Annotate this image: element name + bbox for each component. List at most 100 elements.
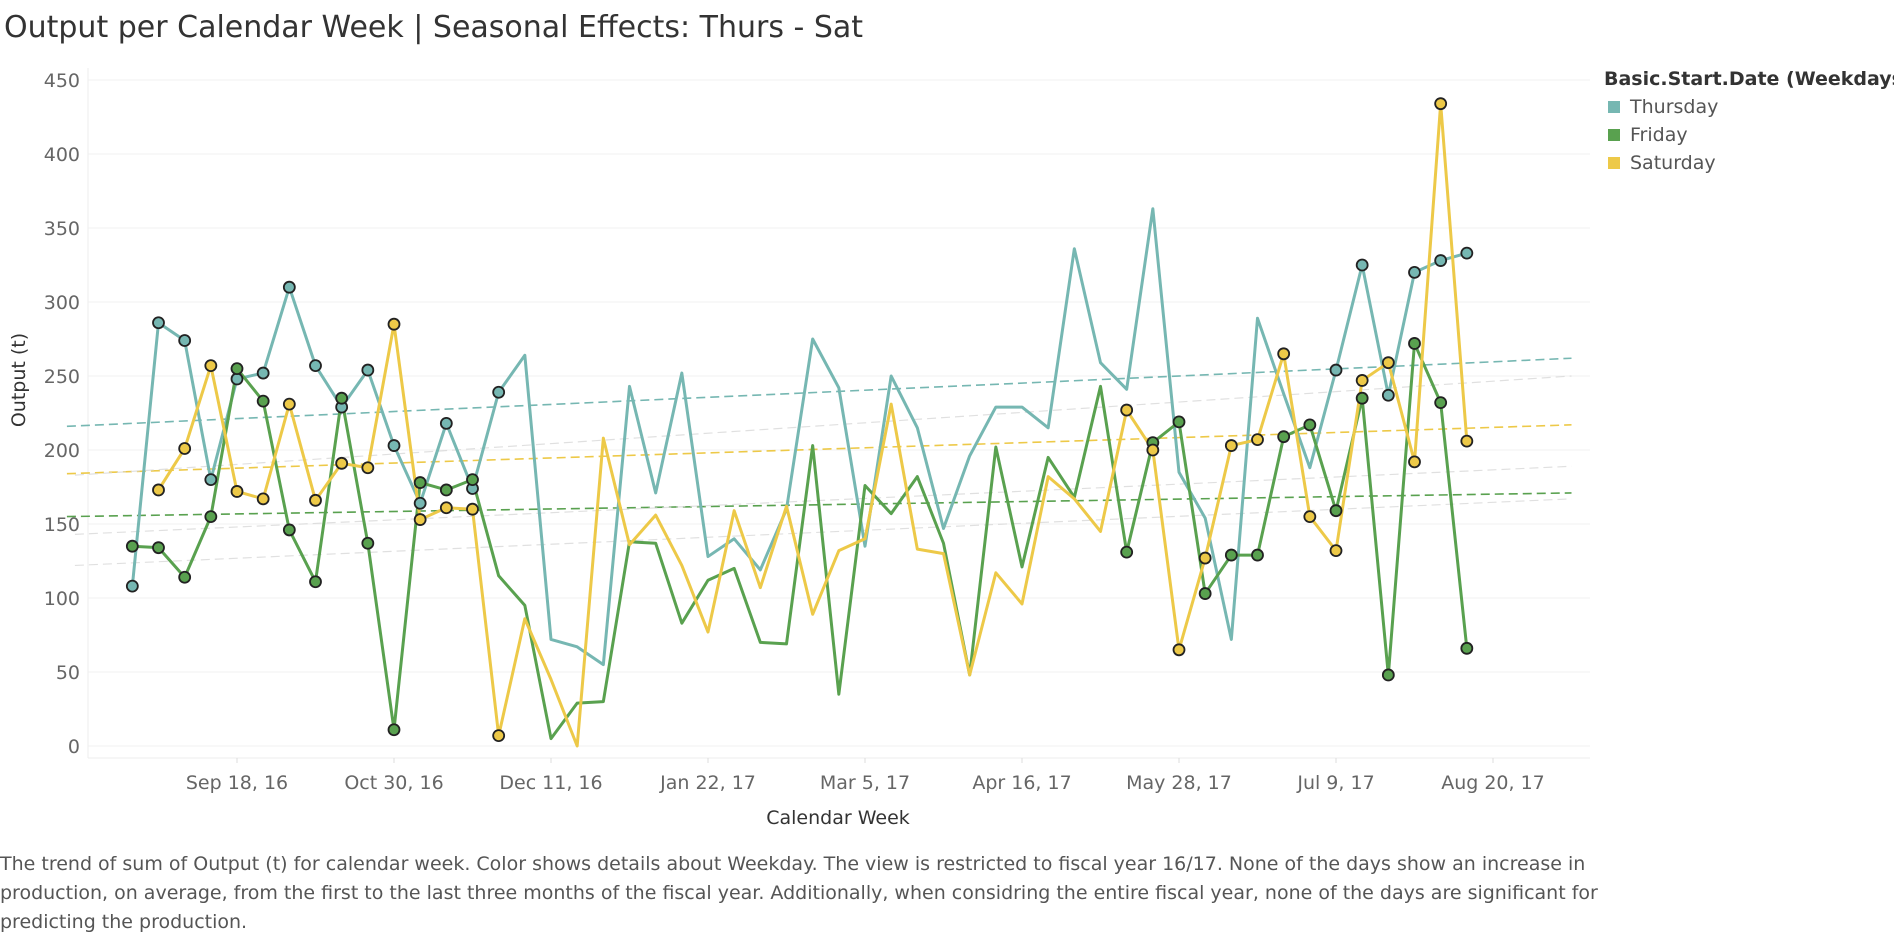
- data-point-thursday[interactable]: [413, 496, 427, 510]
- data-point-saturday[interactable]: [1146, 443, 1160, 457]
- data-point-friday[interactable]: [1198, 587, 1212, 600]
- data-point-friday[interactable]: [1120, 545, 1134, 559]
- y-tick-label: 50: [56, 662, 80, 684]
- data-point-friday[interactable]: [335, 391, 349, 405]
- data-point-saturday[interactable]: [466, 502, 479, 516]
- data-point-saturday[interactable]: [1408, 455, 1421, 469]
- legend-item-friday[interactable]: Friday: [1604, 124, 1894, 146]
- data-point-saturday[interactable]: [1224, 439, 1238, 452]
- data-point-thursday[interactable]: [361, 363, 375, 377]
- data-point-friday[interactable]: [1460, 641, 1474, 655]
- data-point-thursday[interactable]: [1408, 265, 1421, 279]
- x-tick-label: Sep 18, 16: [186, 772, 288, 794]
- data-point-saturday[interactable]: [1277, 347, 1291, 361]
- data-point-thursday[interactable]: [492, 385, 506, 399]
- data-point-friday[interactable]: [439, 483, 453, 497]
- legend-item-thursday[interactable]: Thursday: [1604, 96, 1894, 118]
- series-lines: [130, 102, 1469, 748]
- data-point-friday[interactable]: [178, 570, 192, 584]
- legend-swatch-thursday: [1608, 101, 1620, 113]
- data-point-friday[interactable]: [1303, 418, 1317, 432]
- y-tick-label: 250: [44, 366, 80, 388]
- legend-label-saturday: Saturday: [1630, 152, 1716, 174]
- data-point-friday[interactable]: [413, 476, 427, 489]
- data-point-saturday[interactable]: [178, 442, 192, 455]
- data-point-saturday[interactable]: [152, 483, 165, 497]
- data-point-saturday[interactable]: [282, 397, 296, 411]
- data-point-thursday[interactable]: [1460, 246, 1474, 260]
- data-point-saturday[interactable]: [1251, 433, 1264, 447]
- data-point-friday[interactable]: [309, 575, 322, 589]
- data-point-thursday[interactable]: [282, 280, 296, 294]
- data-point-saturday[interactable]: [1172, 643, 1186, 657]
- legend-item-saturday[interactable]: Saturday: [1604, 152, 1894, 174]
- data-point-thursday[interactable]: [230, 372, 244, 386]
- x-tick-label: Jul 9, 17: [1296, 772, 1374, 794]
- data-point-saturday[interactable]: [1434, 97, 1448, 111]
- data-point-thursday[interactable]: [204, 473, 218, 487]
- data-point-saturday[interactable]: [387, 317, 401, 331]
- data-point-friday[interactable]: [282, 523, 296, 537]
- data-point-friday[interactable]: [466, 473, 479, 487]
- data-point-thursday[interactable]: [178, 334, 192, 347]
- data-point-saturday[interactable]: [361, 461, 375, 475]
- data-point-friday[interactable]: [204, 510, 218, 523]
- data-point-saturday[interactable]: [230, 485, 244, 498]
- data-point-thursday[interactable]: [1434, 254, 1448, 267]
- data-point-saturday[interactable]: [413, 513, 427, 526]
- data-point-friday[interactable]: [361, 536, 375, 550]
- data-point-saturday[interactable]: [204, 359, 218, 373]
- x-tick-label: Aug 20, 17: [1441, 772, 1545, 794]
- data-point-thursday[interactable]: [125, 579, 139, 593]
- x-tick-label: May 28, 17: [1126, 772, 1232, 794]
- data-point-friday[interactable]: [1224, 548, 1238, 562]
- data-point-saturday[interactable]: [439, 501, 453, 515]
- data-point-friday[interactable]: [1408, 337, 1421, 350]
- series-points: [125, 97, 1474, 743]
- data-point-thursday[interactable]: [256, 366, 270, 380]
- y-tick-label: 350: [44, 218, 80, 240]
- data-point-saturday[interactable]: [1381, 356, 1395, 370]
- data-point-thursday[interactable]: [152, 316, 165, 330]
- data-point-saturday[interactable]: [1303, 510, 1317, 523]
- data-point-friday[interactable]: [125, 539, 139, 553]
- x-tick-label: Apr 16, 17: [972, 772, 1071, 794]
- data-point-friday[interactable]: [152, 541, 165, 555]
- trend-line-friday: [66, 492, 1572, 518]
- data-point-thursday[interactable]: [309, 359, 322, 373]
- x-tick-label: Dec 11, 16: [499, 772, 602, 794]
- trend-band-line: [74, 465, 1572, 535]
- data-point-friday[interactable]: [256, 394, 270, 408]
- data-point-thursday[interactable]: [1355, 258, 1369, 272]
- legend-title: Basic.Start.Date (Weekdays): [1604, 68, 1894, 90]
- line-chart: 0 50 100 150 200 250 300 350 400 450 Sep 18, 16 Oc…: [8, 68, 1590, 829]
- data-point-friday[interactable]: [1277, 430, 1291, 444]
- y-axis-title: Output (t): [8, 333, 30, 427]
- data-point-saturday[interactable]: [1120, 403, 1134, 417]
- data-point-thursday[interactable]: [387, 439, 401, 452]
- legend: Basic.Start.Date (Weekdays) Thursday Fri…: [1604, 68, 1894, 174]
- chart-title: Output per Calendar Week | Seasonal Effe…: [4, 10, 864, 45]
- data-point-friday[interactable]: [1355, 391, 1369, 405]
- data-point-saturday[interactable]: [1460, 434, 1474, 448]
- data-point-friday[interactable]: [1172, 415, 1186, 429]
- data-point-saturday[interactable]: [1198, 551, 1212, 565]
- data-point-thursday[interactable]: [439, 416, 453, 430]
- data-point-friday[interactable]: [1434, 396, 1448, 410]
- data-point-saturday[interactable]: [1355, 374, 1369, 387]
- data-point-friday[interactable]: [1381, 668, 1395, 682]
- data-point-thursday[interactable]: [1381, 388, 1395, 402]
- data-point-friday[interactable]: [1329, 504, 1343, 518]
- data-point-friday[interactable]: [387, 723, 401, 737]
- data-point-saturday[interactable]: [492, 729, 506, 743]
- y-tick-label: 0: [68, 736, 80, 758]
- data-point-saturday[interactable]: [1329, 544, 1343, 558]
- data-point-thursday[interactable]: [1329, 363, 1343, 377]
- data-point-saturday[interactable]: [309, 493, 322, 507]
- y-tick-label: 150: [44, 514, 80, 536]
- data-point-friday[interactable]: [1251, 548, 1264, 562]
- data-point-friday[interactable]: [230, 362, 244, 376]
- data-point-saturday[interactable]: [256, 492, 270, 506]
- data-point-saturday[interactable]: [335, 456, 349, 470]
- x-tick-label: Oct 30, 16: [344, 772, 443, 794]
